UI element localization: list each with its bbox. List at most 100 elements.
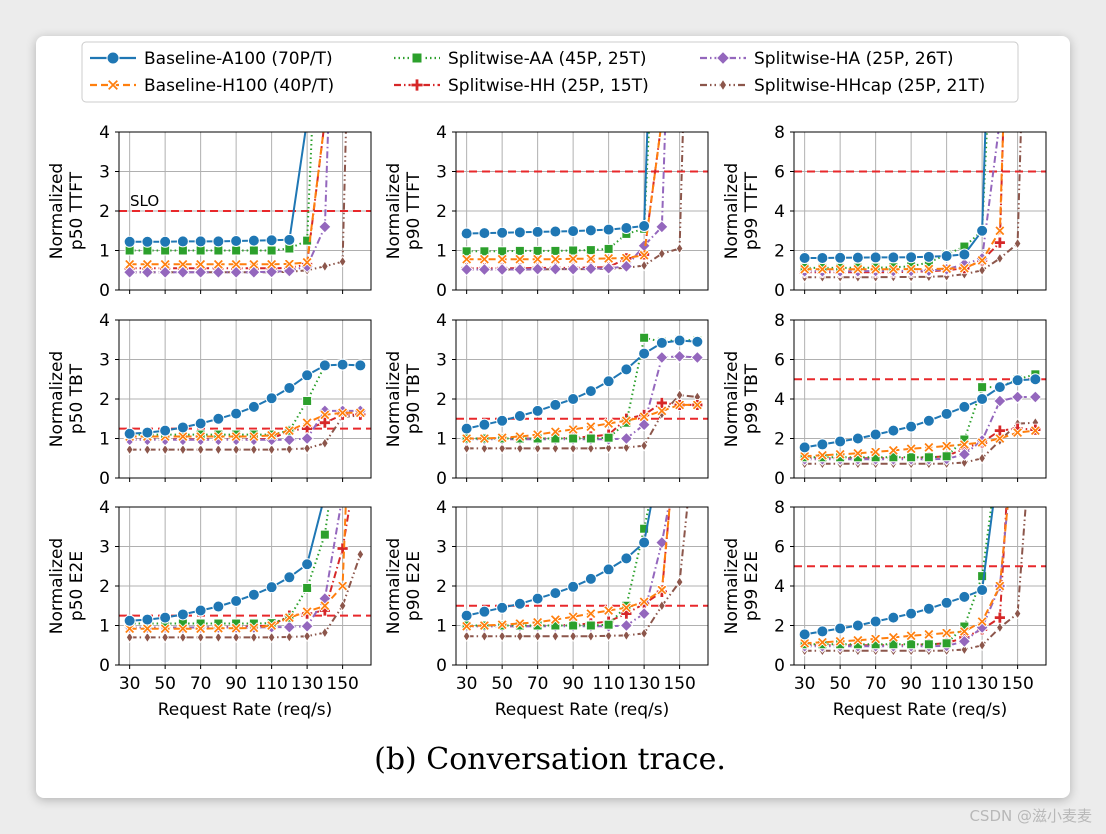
marker-thin-diamond [551,630,560,642]
y-tick-label: 4 [99,123,110,143]
marker-diamond [300,619,314,633]
marker-thin-diamond [250,443,258,456]
marker-x [1029,425,1041,437]
marker-circle [513,597,526,610]
marker-square [603,243,614,254]
x-axis-label: Request Rate (req/s) [158,700,333,720]
marker-x [301,256,313,268]
grid [794,131,1046,291]
marker-x [478,619,490,632]
marker-thin-diamond [321,437,329,449]
marker-square [231,245,242,256]
marker-x [496,619,508,631]
marker-x [514,617,526,630]
marker-diamond [530,262,545,276]
y-axis-label: Normalizedp50 E2E [47,538,87,634]
marker-thin-diamond [143,631,152,644]
marker-circle [940,250,953,263]
legend-item-splitwise-ha: Splitwise-HA (25P, 26T) [700,49,954,69]
marker-square [906,452,917,463]
marker-thin-diamond [338,255,347,268]
marker-x [923,628,935,640]
marker-x [958,625,970,637]
marker-thin-diamond [303,630,311,642]
marker-square [568,620,579,631]
marker-x [141,258,153,270]
marker-circle [816,438,829,451]
y-tick-label: 3 [436,351,447,371]
panel-p50-e2e: 0 1 2 3 4 30 50 70 90 110 130 150 Normalizedp50 E2E R… [47,498,372,720]
marker-diamond [957,634,972,649]
panel-p50-tbt: 0 1 2 3 4 Normalizedp50 TBT [47,311,372,489]
marker-circle [265,234,278,247]
marker-x [923,263,935,275]
series-line-baseline-h100 [804,507,1009,645]
marker-x [532,616,544,628]
marker-x [638,411,650,423]
marker-x [958,438,970,450]
y-axis-label-line2: p90 TBT [404,363,424,434]
y-tick-label: 4 [774,202,785,222]
marker-circle [869,615,882,628]
marker-x [266,258,278,270]
marker-thin-diamond [569,442,577,455]
marker-thin-diamond [267,631,276,644]
marker-x [230,430,242,443]
marker-circle [638,220,651,233]
marker-diamond [300,431,314,446]
marker-x [620,252,632,264]
y-axis-label-line2: p50 TTFT [67,171,87,250]
marker-square [923,639,934,650]
marker-diamond [318,220,332,234]
marker-x [620,415,632,427]
series-group [459,132,684,277]
series-line-splitwise-aa [129,132,313,252]
marker-x [870,446,882,458]
marker-circle [123,614,136,627]
marker-x [266,429,278,441]
x-tick-label: 130 [628,674,660,694]
marker-square [266,245,277,256]
marker-thin-diamond [533,630,542,642]
marker-x [248,430,260,443]
marker-thin-diamond [718,78,728,92]
series-line-splitwise-aa [129,507,330,625]
marker-square [550,245,561,256]
marker-x [620,602,632,614]
x-tick-label: 90 [900,674,922,694]
marker-circle [265,392,278,405]
marker-x [337,580,349,592]
series-line-splitwise-ha [804,396,1036,461]
y-tick-label: 4 [436,311,447,331]
x-tick-label: 150 [326,674,358,694]
marker-x [106,78,120,92]
marker-circle [318,359,331,372]
marker-x [941,263,953,275]
legend-label: Baseline-A100 (70P/T) [144,49,333,69]
series-group [122,507,365,644]
marker-x [319,600,331,612]
marker-circle [247,234,260,247]
marker-x [816,263,828,275]
marker-diamond [655,535,669,550]
y-tick-label: 4 [436,498,447,518]
marker-diamond [566,262,580,276]
marker-x [852,447,864,459]
marker-square [514,245,525,256]
marker-circle [478,418,491,431]
marker-x [994,580,1006,592]
marker-thin-diamond [161,443,169,456]
figure-card [36,36,1070,798]
marker-x [532,428,544,441]
series-group [122,132,347,279]
marker-circle [283,381,296,394]
marker-diamond [619,618,634,633]
marker-thin-diamond [1013,237,1022,250]
marker-diamond [957,447,972,462]
marker-circle [513,226,526,239]
marker-square [248,245,259,256]
y-axis-label-line1: Normalized [47,538,67,634]
marker-circle [905,420,918,433]
marker-circle [194,417,207,430]
series-line-splitwise-ha [129,132,330,274]
